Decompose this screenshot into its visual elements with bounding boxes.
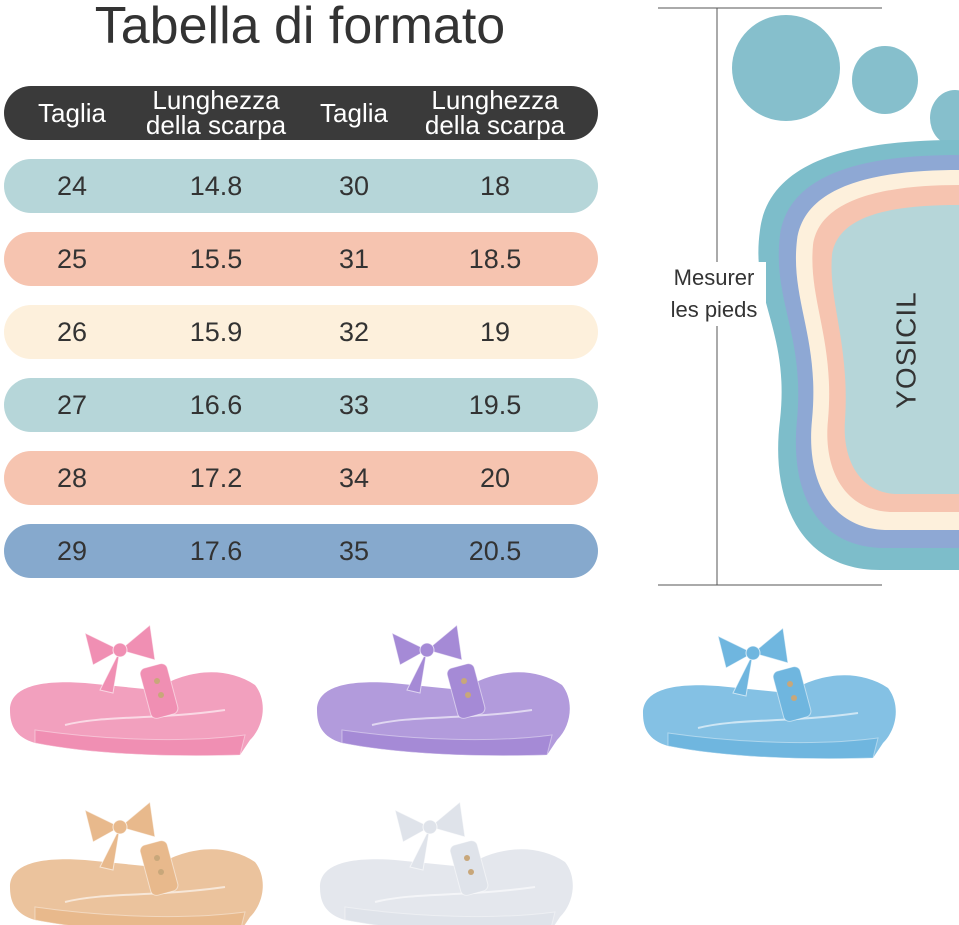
table-cell: 28	[56, 462, 88, 493]
brand-logo: YOSICIL	[890, 291, 922, 409]
shoe-blue	[643, 627, 896, 760]
table-row: 26 15.9 32 19	[4, 305, 598, 359]
table-header: Taglia Lunghezza della scarpa Taglia Lun…	[4, 86, 598, 140]
table-cell: 33	[338, 389, 370, 420]
table-cell: 20.5	[468, 535, 522, 566]
table-cell: 29	[56, 535, 88, 566]
foot-diagram	[658, 7, 959, 586]
table-cell: 26	[56, 316, 88, 347]
table-cell: 34	[338, 462, 370, 493]
measure-feet-label: Mesurer les pieds	[662, 262, 766, 326]
table-row: 24 14.8 30 18	[4, 159, 598, 213]
shoe-pink	[10, 624, 263, 757]
header-size-2: Taglia	[320, 97, 388, 128]
page-title: Tabella di formato	[94, 0, 506, 55]
table-row: 27 16.6 33 19.5	[4, 378, 598, 432]
table-cell: 27	[56, 389, 88, 420]
shoe-purple	[317, 624, 570, 757]
table-cell: 24	[56, 170, 88, 201]
shoe-gold	[10, 801, 263, 925]
table-cell: 18	[479, 170, 511, 201]
table-cell: 32	[338, 316, 370, 347]
header-length: Lunghezza della scarpa	[145, 85, 287, 140]
table-cell: 31	[338, 243, 370, 274]
table-cell: 30	[338, 170, 370, 201]
shoe-white	[320, 801, 573, 925]
table-cell: 16.6	[189, 389, 243, 420]
table-cell: 25	[56, 243, 88, 274]
table-cell: 35	[338, 535, 370, 566]
table-cell: 17.6	[189, 535, 243, 566]
table-row: 29 17.6 35 20.5	[4, 524, 598, 578]
table-cell: 18.5	[468, 243, 522, 274]
table-cell: 15.5	[189, 243, 243, 274]
header-size: Taglia	[38, 97, 106, 128]
table-cell: 15.9	[189, 316, 243, 347]
header-length-2: Lunghezza della scarpa	[424, 85, 566, 140]
table-cell: 19.5	[468, 389, 522, 420]
table-row: 25 15.5 31 18.5	[4, 232, 598, 286]
table-cell: 20	[479, 462, 511, 493]
table-cell: 19	[479, 316, 511, 347]
table-cell: 14.8	[189, 170, 243, 201]
table-cell: 17.2	[189, 462, 243, 493]
table-row: 28 17.2 34 20	[4, 451, 598, 505]
